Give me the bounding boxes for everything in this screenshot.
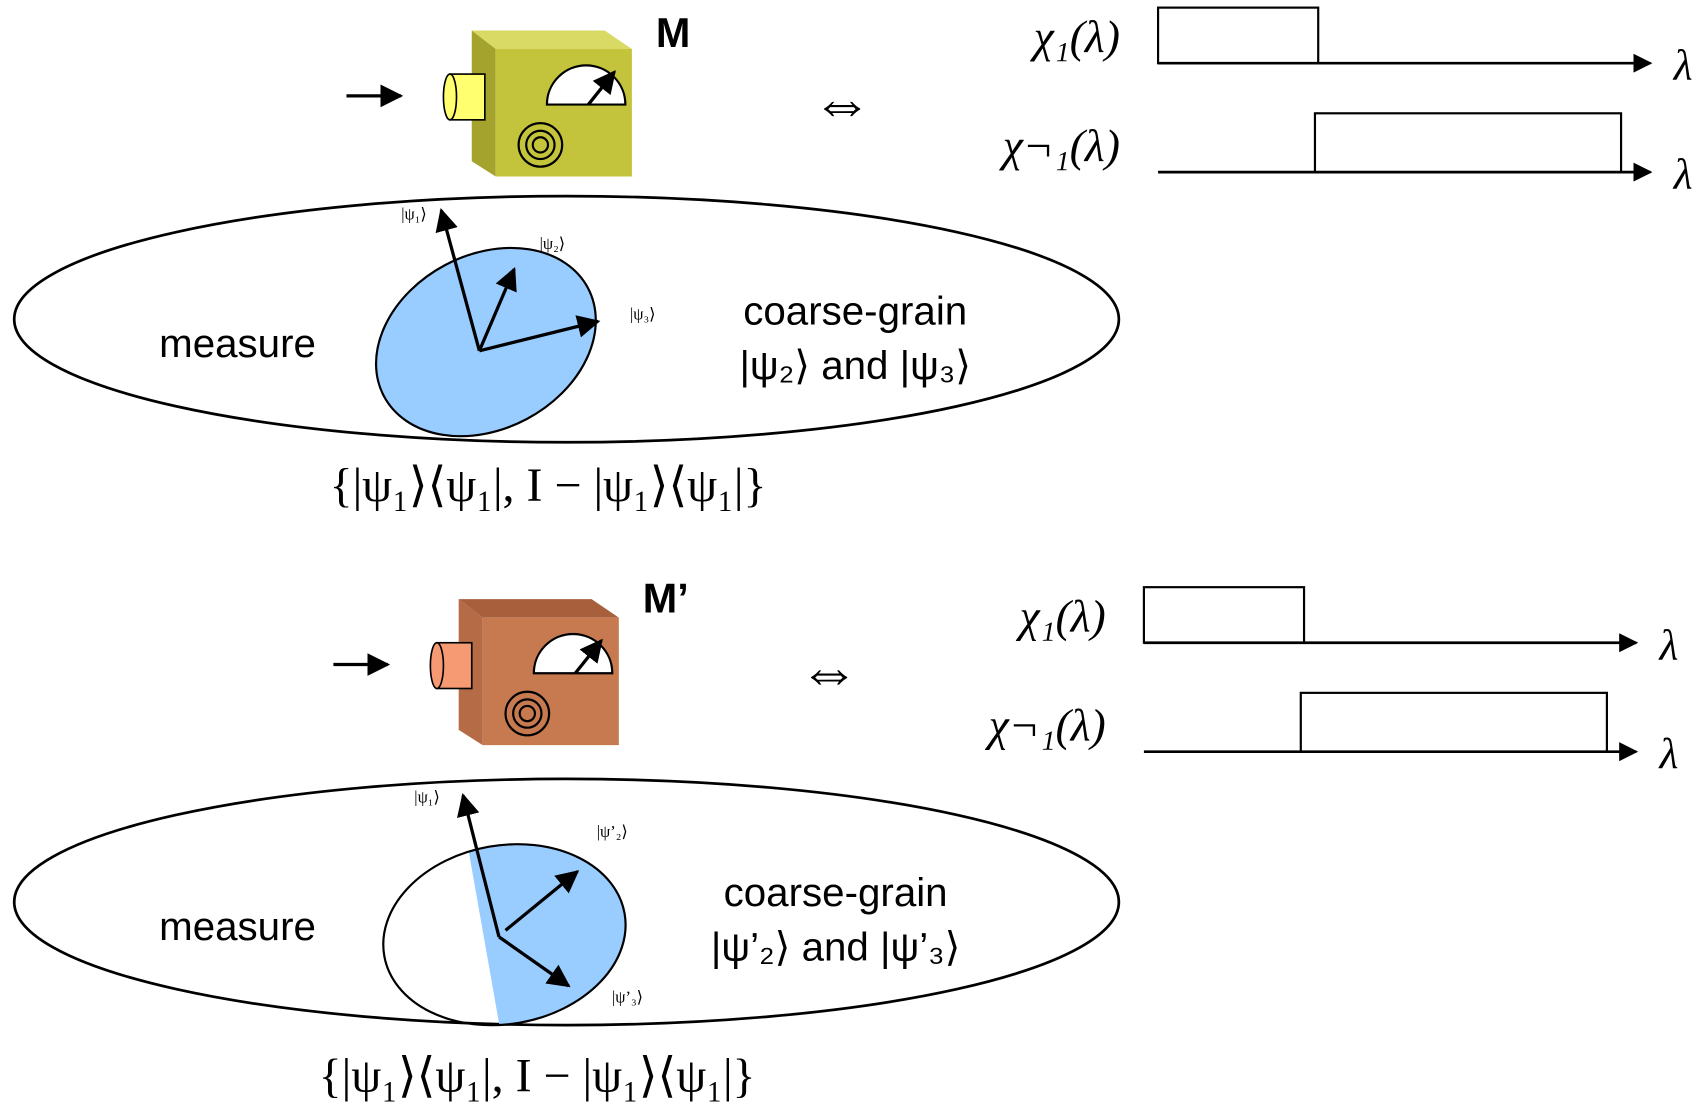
vector-label: |ψ’₃⟩ (612, 988, 643, 1007)
indicator-box (1301, 693, 1607, 752)
device-top (472, 31, 632, 50)
panel: M ⇔ χ₁(λ) λ χ¬₁(λ) λ |ψ₁⟩ |ψ₂⟩ |ψ₃⟩ measure coarse… (14, 8, 1692, 513)
vector-label: |ψ₁⟩ (401, 204, 427, 223)
indicator-label: χ¬₁(λ) (999, 120, 1120, 171)
device-front (483, 618, 619, 745)
subspace (343, 211, 629, 473)
device-label: M (656, 10, 690, 56)
device-top (459, 599, 619, 618)
vector-label: |ψ₂⟩ (540, 234, 566, 253)
axis-label: λ (1658, 730, 1679, 778)
vector-label: |ψ₃⟩ (630, 305, 656, 324)
povm: {|ψ₁⟩⟨ψ₁|, I − |ψ₁⟩⟨ψ₁|} (319, 1050, 756, 1103)
indicator-label: χ₁(λ) (1015, 590, 1105, 641)
coarse-grain-text: coarse-grain (743, 288, 967, 333)
coarse-grain-states: |ψ₂⟩ and |ψ₃⟩ (739, 343, 971, 388)
vector-label: |ψ₁⟩ (414, 787, 440, 806)
coarse-grain-states: |ψ’₂⟩ and |ψ’₃⟩ (711, 925, 960, 970)
device-label: M’ (643, 575, 689, 621)
indicator-label: χ₁(λ) (1030, 11, 1120, 62)
panel: M’ ⇔ χ₁(λ) λ χ¬₁(λ) λ |ψ₁⟩ |ψ’₂⟩ |ψ’₃⟩ measure coa… (14, 575, 1678, 1102)
povm: {|ψ₁⟩⟨ψ₁|, I − |ψ₁⟩⟨ψ₁|} (330, 459, 767, 512)
page: {"panels": [ {"device_label": "M", "equi… (0, 0, 1705, 1109)
measure-text: measure (159, 321, 316, 366)
device-input-end (430, 643, 443, 689)
equivalence: ⇔ (812, 70, 873, 137)
indicator-box (1144, 587, 1304, 643)
measure-text: measure (159, 904, 316, 949)
device-input-end (443, 74, 456, 120)
diagram: M ⇔ χ₁(λ) λ χ¬₁(λ) λ |ψ₁⟩ |ψ₂⟩ |ψ₃⟩ measure coarse… (0, 0, 1705, 1109)
subspace (369, 826, 640, 1044)
indicator-label: χ¬₁(λ) (985, 699, 1106, 750)
equivalence: ⇔ (799, 639, 860, 706)
coarse-grain-text: coarse-grain (724, 870, 948, 915)
device-front (496, 49, 632, 176)
axis-label: λ (1672, 151, 1693, 199)
vector-label: |ψ’₂⟩ (597, 822, 628, 841)
indicator-box (1315, 113, 1621, 172)
axis-label: λ (1672, 42, 1693, 90)
axis-label: λ (1658, 621, 1679, 669)
indicator-box (1158, 8, 1318, 64)
